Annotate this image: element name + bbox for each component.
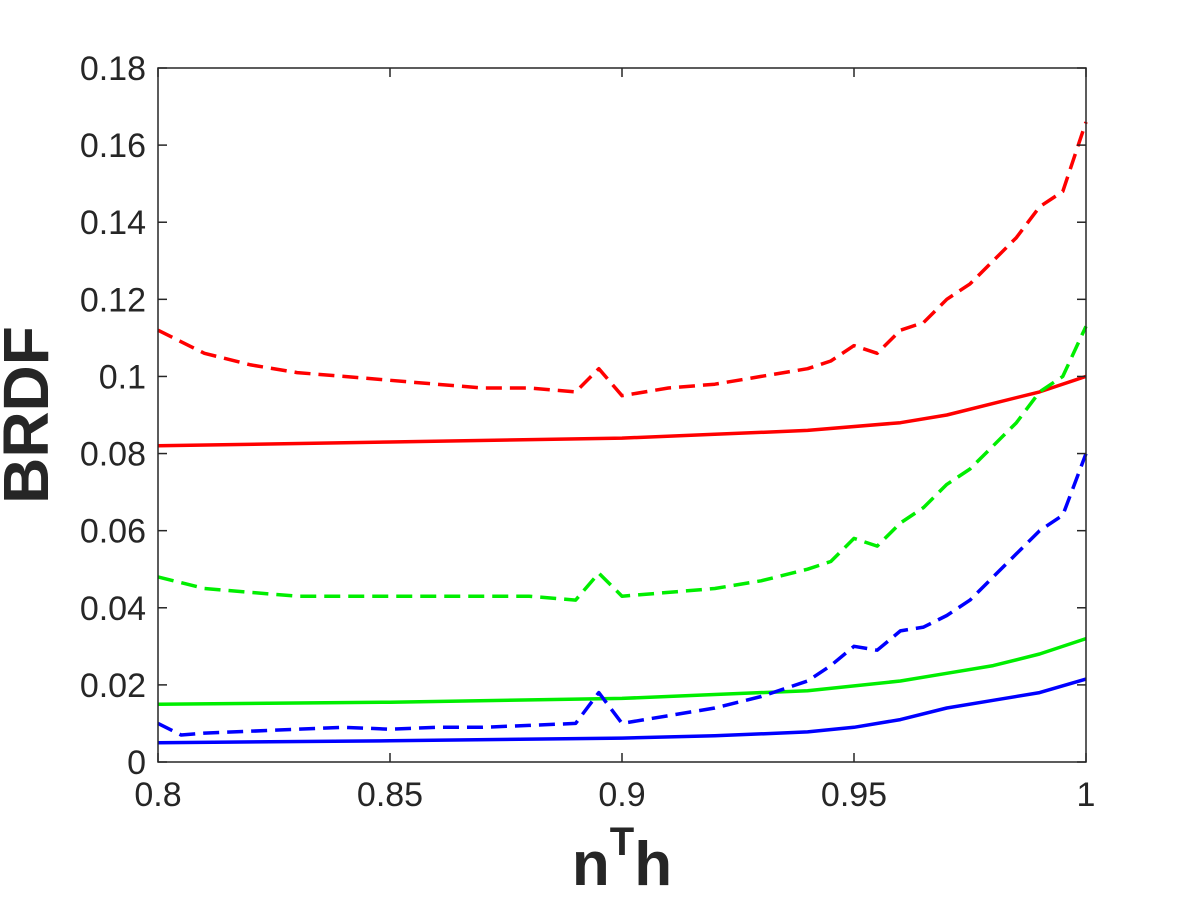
x-axis-label: nTh <box>572 820 672 899</box>
series-line-5-solid <box>157 677 1087 745</box>
y-tick-label: 0.16 <box>80 127 146 165</box>
tick-layer: 0.8 0.85 0.9 0.95 1 0 0.02 0.04 0.06 0.08 0.1 0.12 0… <box>80 50 1096 814</box>
x-tick-label: 1 <box>1077 776 1096 814</box>
series-line-2-dashed <box>157 121 1088 398</box>
series-line-1-solid <box>157 374 1087 448</box>
series-layer <box>157 121 1088 745</box>
x-tick-label: 0.85 <box>357 776 423 814</box>
y-tick-label: 0.12 <box>80 281 146 319</box>
y-axis-label: BRDF <box>0 326 62 504</box>
plot-area-background <box>158 68 1086 762</box>
series-line-4-dashed <box>157 325 1088 602</box>
x-tick-label: 0.95 <box>821 776 887 814</box>
y-tick-label: 0.14 <box>80 204 146 242</box>
y-tick-label: 0.1 <box>99 358 146 396</box>
x-tick-label: 0.8 <box>134 776 181 814</box>
y-tick-label: 0.08 <box>80 436 146 474</box>
y-tick-label: 0.06 <box>80 513 146 551</box>
y-tick-label: 0 <box>127 744 146 782</box>
series-line-3-solid <box>157 636 1087 706</box>
x-tick-label: 0.9 <box>598 776 645 814</box>
y-tick-label: 0.02 <box>80 667 146 705</box>
y-tick-label: 0.18 <box>80 50 146 88</box>
y-tick-label: 0.04 <box>80 590 146 628</box>
series-line-6-dashed <box>157 452 1088 737</box>
